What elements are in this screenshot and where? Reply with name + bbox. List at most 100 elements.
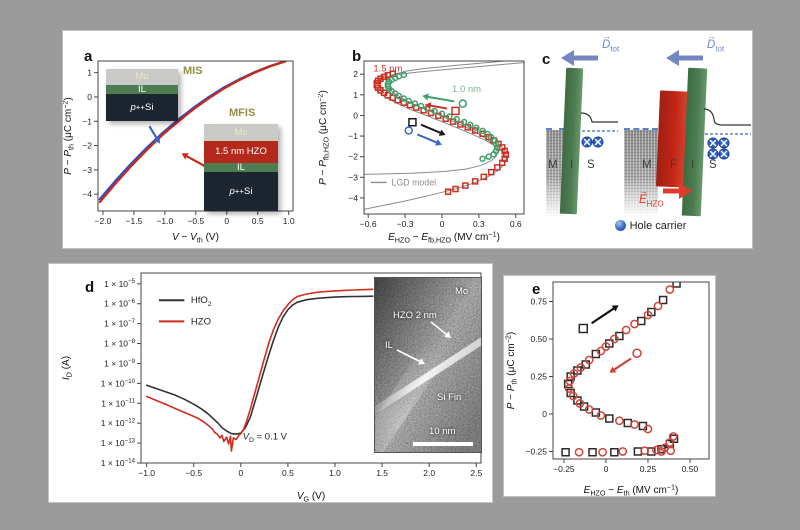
tem-fin-label: Si Fin — [437, 392, 462, 403]
svg-text:2: 2 — [353, 69, 358, 79]
svg-text:1 × 10−11: 1 × 10−11 — [101, 398, 135, 409]
svg-text:−1: −1 — [82, 116, 92, 126]
svg-text:0: 0 — [87, 92, 92, 102]
series-sweep-red — [564, 285, 678, 457]
svg-text:VG (V): VG (V) — [297, 491, 325, 504]
svg-text:LGD model: LGD model — [392, 177, 437, 187]
label-m-right: M — [642, 159, 652, 171]
svg-text:0.75: 0.75 — [530, 297, 547, 307]
tem-shading — [375, 278, 481, 452]
hole-carrier-legend: Hole carrier — [546, 220, 755, 232]
mis-label: MIS — [183, 65, 203, 77]
vector-hat-icon: → — [639, 186, 648, 196]
svg-text:0.50: 0.50 — [682, 464, 699, 474]
chart-svg-a: −2.0 −1.5 −1.0 −0.5 0 0.5 1.0 1 0 −1 −2 −3 −4 V − Vth… — [60, 60, 295, 245]
svg-text:0: 0 — [542, 409, 547, 419]
stack-layer-mo: Mo — [106, 69, 178, 85]
svg-text:1 × 10−8: 1 × 10−8 — [104, 338, 135, 349]
svg-text:2.0: 2.0 — [423, 468, 435, 478]
svg-text:1 × 10−7: 1 × 10−7 — [104, 318, 135, 329]
svg-text:0: 0 — [440, 219, 445, 229]
stack-layer--p-si: p ++ Si — [106, 94, 178, 121]
svg-text:−0.6: −0.6 — [360, 219, 377, 229]
svg-text:1 × 10−10: 1 × 10−10 — [101, 378, 136, 389]
svg-text:0: 0 — [353, 110, 358, 120]
svg-text:0.6: 0.6 — [510, 219, 522, 229]
vector-hat-icon: → — [707, 31, 716, 41]
series-MFIS — [98, 61, 287, 204]
svg-text:−1.0: −1.0 — [138, 468, 155, 478]
mfis-stack: Mo 1.5 nm HZO IL p ++ Si — [204, 124, 278, 211]
svg-text:−3: −3 — [348, 172, 358, 182]
panel-b-label: b — [352, 48, 362, 65]
tem-scale-bar — [413, 442, 473, 446]
svg-text:−2.0: −2.0 — [95, 216, 112, 226]
svg-text:−4: −4 — [82, 189, 92, 199]
svg-text:HfO2: HfO2 — [191, 295, 212, 308]
tem-arrows — [396, 321, 451, 365]
tem-inset: Mo HZO 2 nm IL Si Fin 10 nm — [374, 277, 482, 453]
svg-text:1 × 10−14: 1 × 10−14 — [101, 457, 136, 468]
svg-text:P − Pth (μC cm−2): P − Pth (μC cm−2) — [63, 97, 76, 175]
chart-a: −2.0 −1.5 −1.0 −0.5 0 0.5 1.0 1 0 −1 −2 −3 −4 V − Vth… — [60, 45, 313, 250]
panel-d-box: d −1.0 −0.5 0 0.5 1.0 1.5 2.0 2.5 1 × 10−5 1 × 10… — [48, 263, 493, 504]
mfis-label: MFIS — [229, 107, 256, 119]
svg-text:−3: −3 — [82, 165, 92, 175]
svg-text:0.25: 0.25 — [640, 464, 657, 474]
panel-e-box: e −0.25 0 0.25 0.50 0.75 0.50 0.25 0 −0.25 EHZO −… — [503, 275, 716, 498]
chart-b: −0.6 −0.3 0 0.3 0.6 2 1 0 −1 −2 −3 −4 EHZO − Efb,HZO… — [315, 45, 533, 250]
metal-block-mfis — [624, 128, 658, 216]
series-1.5-nm — [373, 70, 510, 195]
svg-text:1 × 10−13: 1 × 10−13 — [101, 437, 136, 448]
stack-layer--p-si: p ++ Si — [204, 172, 278, 211]
svg-text:−0.25: −0.25 — [525, 447, 547, 457]
series-1.0-nm — [384, 71, 501, 162]
panel-e-label: e — [532, 281, 541, 298]
svg-text:0: 0 — [224, 216, 229, 226]
svg-text:0.5: 0.5 — [252, 216, 264, 226]
hole-carrier-icon — [614, 220, 626, 231]
vector-hat-icon: → — [602, 31, 611, 41]
label-s-right: S — [709, 159, 717, 171]
svg-text:P − Pfb,HZO (μC cm−2): P − Pfb,HZO (μC cm−2) — [318, 90, 331, 185]
svg-text:1.5 nm: 1.5 nm — [373, 63, 402, 74]
panel-abc-box: a −2.0 −1.5 −1.0 −0.5 0 0.5 1.0 1 0 −1 −2 −3 −4 V − V… — [60, 30, 755, 250]
dtot-label-left: → Dtot — [602, 31, 620, 54]
tem-scale-label: 10 nm — [429, 426, 456, 437]
panel-d-label: d — [85, 279, 95, 296]
series-HfO2 — [145, 295, 374, 435]
label-f-right: F — [670, 159, 678, 171]
svg-text:−4: −4 — [348, 193, 358, 203]
svg-text:−0.25: −0.25 — [553, 464, 575, 474]
svg-text:V − Vth (V): V − Vth (V) — [172, 232, 219, 245]
stack-layer-il: IL — [204, 163, 278, 172]
mis-stack: Mo IL p ++ Si — [106, 69, 178, 121]
svg-text:VD = 0.1 V: VD = 0.1 V — [243, 431, 288, 444]
label-i-left: I — [570, 159, 574, 171]
svg-text:0.25: 0.25 — [530, 372, 547, 382]
label-i-right: I — [691, 159, 695, 171]
svg-text:1: 1 — [87, 68, 92, 78]
svg-text:1.5: 1.5 — [376, 468, 388, 478]
stack-layer-mo: Mo — [204, 124, 278, 141]
svg-text:1 × 10−12: 1 × 10−12 — [101, 418, 136, 429]
svg-text:0: 0 — [238, 468, 243, 478]
stack-layer-il: IL — [106, 85, 178, 94]
svg-text:1 × 10−9: 1 × 10−9 — [104, 358, 135, 369]
svg-text:HZO: HZO — [191, 316, 211, 327]
label-s-left: S — [587, 159, 595, 171]
band-diagram-panel: M I S M F I S → Dtot → Dtot → EHZO Hole car… — [546, 31, 755, 250]
ehzo-label: → EHZO — [639, 186, 664, 209]
panel-c-label: c — [542, 51, 551, 68]
svg-text:1.0: 1.0 — [329, 468, 341, 478]
svg-text:0.50: 0.50 — [530, 334, 547, 344]
svg-text:0.5: 0.5 — [282, 468, 294, 478]
svg-text:−0.5: −0.5 — [185, 468, 202, 478]
chart-e: −0.25 0 0.25 0.50 0.75 0.50 0.25 0 −0.25 EHZO − E… — [503, 276, 717, 503]
tem-mo-label: Mo — [455, 286, 469, 297]
svg-text:−0.5: −0.5 — [187, 216, 204, 226]
svg-text:1: 1 — [353, 90, 358, 100]
stack-layer-1-5-nm-hzo: 1.5 nm HZO — [204, 141, 278, 163]
svg-text:−1.5: −1.5 — [126, 216, 143, 226]
